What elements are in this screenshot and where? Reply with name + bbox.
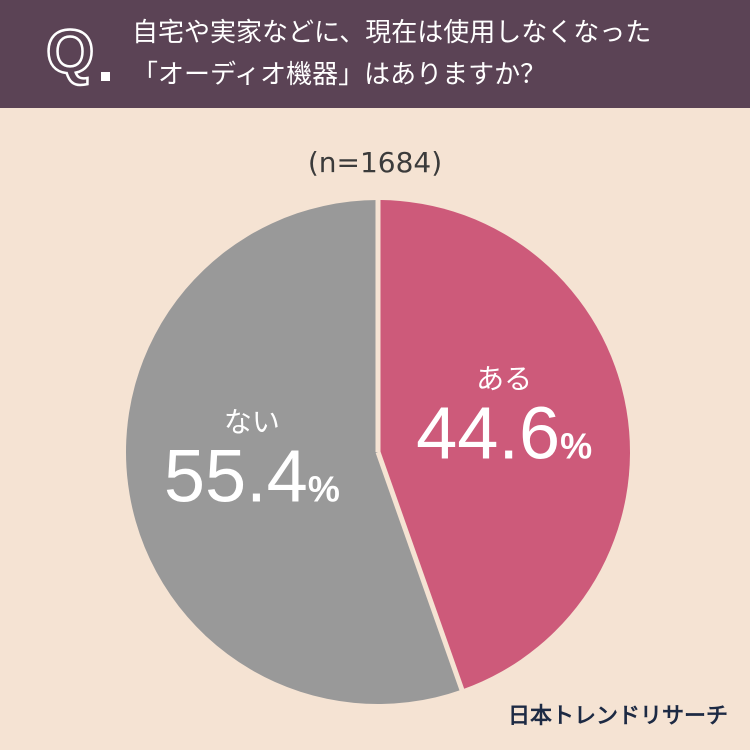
question-line-2: 「オーディオ機器」はありますか？ bbox=[132, 60, 547, 90]
q-mark: Q bbox=[45, 18, 96, 87]
slice-label-0: ある bbox=[476, 362, 532, 395]
slice-label-1: ない bbox=[224, 406, 280, 439]
pie-slice-0 bbox=[378, 200, 630, 690]
slice-value-1: 55.4% bbox=[164, 435, 340, 518]
sample-size: (n=1684) bbox=[307, 146, 443, 179]
q-dot bbox=[101, 72, 110, 81]
question-line-1: 自宅や実家などに、現在は使用しなくなった bbox=[132, 18, 652, 48]
pie-separator-1 bbox=[375, 451, 465, 693]
brand-logo: 日本トレンドリサーチ bbox=[507, 704, 728, 729]
slice-value-0: 44.6% bbox=[416, 391, 592, 474]
question-header: Q 自宅や実家などに、現在は使用しなくなった 「オーディオ機器」はありますか？ bbox=[0, 0, 750, 108]
